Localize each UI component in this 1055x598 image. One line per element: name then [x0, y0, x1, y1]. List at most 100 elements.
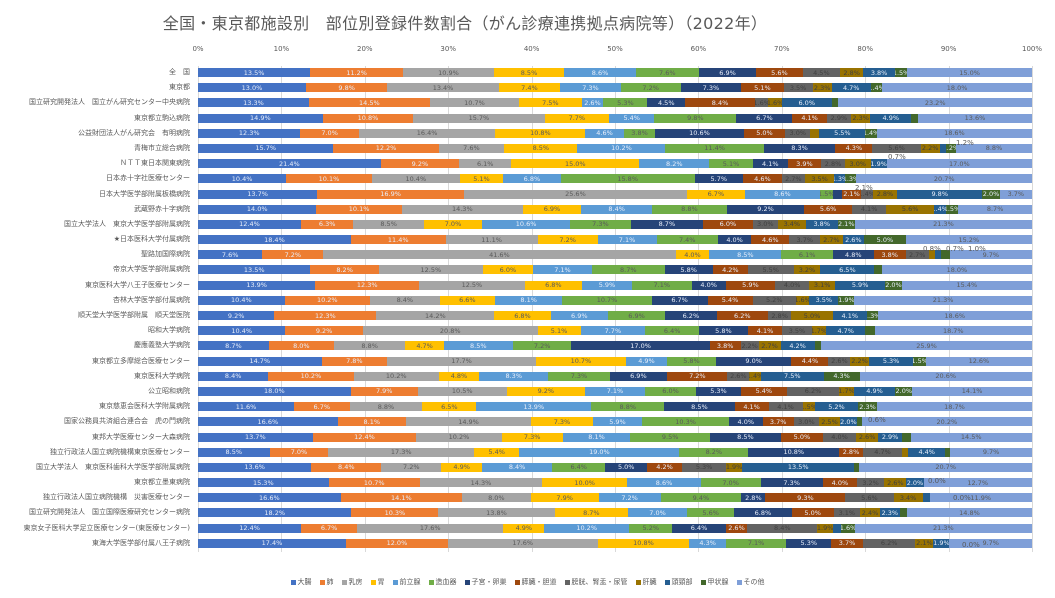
legend-item[interactable]: 前立腺	[392, 577, 421, 587]
legend-item[interactable]: 造血器	[428, 577, 457, 587]
bar-segment: 8.5%	[443, 341, 513, 351]
stacked-bar[interactable]: 18.2% 10.3% 13.8% 8.7% 7.0% 5.6% 6.8% 5.0% 3.1% 2…	[198, 508, 1032, 518]
bar-segment: 16.4%	[358, 128, 496, 138]
stacked-bar[interactable]: 17.4% 12.0% 17.6% 10.8% 4.3% 7.1% 5.3% 3.7% 6.2%…	[198, 538, 1032, 548]
bar-segment: 8.0%	[461, 493, 531, 503]
legend-label: 胃	[377, 578, 385, 586]
bar-segment: 4.3%	[689, 538, 726, 548]
bar-segment: 17.3%	[328, 447, 475, 457]
stacked-bar[interactable]: 14.9% 10.8% 15.7% 7.7% 5.4% 9.8% 6.7% 4.1% 2.9% 2…	[198, 113, 1032, 123]
stacked-bar[interactable]: 13.0% 9.8% 13.4% 7.4% 7.3% 7.2% 7.3% 5.1% 3.5% 2.…	[198, 83, 1032, 93]
bar-segment: 15.7%	[198, 143, 334, 153]
bar-segment: 11.2%	[310, 68, 404, 77]
stacked-bar[interactable]: 21.4% 9.2% 6.1% 15.0% 8.2% 5.1% 4.1% 3.9% 2.8% 3.…	[198, 159, 1032, 169]
bar-segment: 19.0%	[519, 447, 680, 457]
stacked-bar[interactable]: 10.4% 9.2% 20.8% 5.1% 7.7% 6.4% 5.8% 4.1% 3.5% 1.…	[198, 326, 1032, 336]
stacked-bar[interactable]: 8.7% 8.0% 8.8% 4.7% 8.5% 7.2% 17.0% 3.8% 2.2% 2.7…	[198, 341, 1032, 351]
legend-item[interactable]: 乳房	[341, 577, 363, 587]
legend-item[interactable]: 頭頸部	[664, 577, 693, 587]
stacked-bar[interactable]: 7.6% 7.2% 41.6% 4.0% 8.5% 6.1% 4.8% 3.8% 2.7% 9.7…	[198, 250, 1032, 260]
stacked-bar[interactable]: 10.4% 10.1% 10.4% 5.1% 6.8% 15.8% 5.7% 4.6% 2.7%…	[198, 174, 1032, 184]
bar-segment: 3.5%	[809, 295, 839, 305]
stacked-bar[interactable]: 13.9% 12.3% 12.5% 6.8% 5.9% 7.1% 4.0% 5.9% 4.0% 3…	[198, 280, 1032, 290]
legend-swatch-icon	[514, 579, 520, 585]
x-tick-label: 0%	[192, 45, 204, 53]
legend-item[interactable]: その他	[736, 577, 765, 587]
stacked-bar[interactable]: 12.4% 6.7% 17.6% 4.9% 10.2% 5.2% 6.4% 2.6% 8.4% 1…	[198, 523, 1032, 533]
stacked-bar[interactable]: 14.0% 10.1% 14.3% 6.9% 8.4% 8.8% 9.2% 5.6% 4.1% 5…	[198, 204, 1032, 214]
stacked-bar[interactable]: 13.7%16.9%25.6%6.7%8.6%1.5% 2.1%1.4%2.8%9…	[198, 189, 1032, 199]
bar-segment: 3.4%	[777, 219, 806, 229]
legend-item[interactable]: 膵臓・胆道	[514, 577, 557, 587]
legend-item[interactable]: 大腸	[290, 577, 312, 587]
stacked-bar[interactable]: 13.5% 11.2% 10.9% 8.5% 8.6% 7.6% 6.9% 5.6% 4.5% 2…	[198, 68, 1032, 77]
stacked-bar[interactable]: 15.3% 10.7% 14.3% 10.0% 8.6% 7.0% 7.3% 4.0% 3.2%…	[198, 478, 1032, 488]
stacked-bar[interactable]: 13.6% 8.4% 7.2% 4.9% 8.4% 6.4% 5.0% 4.2% 5.3% 1.9…	[198, 462, 1032, 472]
bar-segment: 1.3%	[845, 174, 857, 184]
bar-segment: 10.7%	[535, 356, 626, 366]
stacked-bar[interactable]: 16.6% 8.1% 14.9% 7.3% 5.9% 10.3% 4.0% 3.7% 3.0% 2…	[198, 417, 1032, 427]
bar-segment: 5.6%	[886, 204, 934, 214]
stacked-bar[interactable]: 16.6% 14.1% 8.0% 7.9% 7.2% 9.4% 2.8% 9.3% 5.6% 3.…	[198, 493, 1032, 503]
bar-segment: 18.7%	[877, 402, 1032, 412]
stacked-bar[interactable]: 8.5% 7.0% 17.3% 5.4% 19.0% 8.2% 10.8% 2.8% 4.7% 4…	[198, 447, 1032, 457]
bar-segment: 7.3%	[548, 371, 610, 381]
category-label: 杏林大学医学部付属病院	[113, 295, 190, 304]
legend-label: 膀胱、腎盂・尿管	[571, 578, 628, 586]
category-label: 東京都立駒込病院	[134, 113, 190, 122]
bar-segment: 8.4%	[685, 98, 756, 108]
legend-item[interactable]: 胃	[370, 577, 385, 587]
stacked-bar[interactable]: 8.4%10.2%10.2%4.8%8.3%7.3%6.9%7.2%2.6%1.…	[198, 371, 1032, 381]
bar-segment: 2.8%	[872, 189, 898, 199]
stacked-bar[interactable]: 15.7% 12.2% 7.6% 8.5% 10.2% 11.4% 8.3% 4.3% 5.6%…	[198, 143, 1032, 153]
bar-segment: 10.2%	[577, 143, 666, 153]
stacked-bar[interactable]: 13.3%14.5%10.7%7.5%2.6%5.3%4.5%8.4%1.6%1…	[198, 98, 1032, 108]
stacked-bar[interactable]: 9.2% 12.3% 14.2% 6.8% 6.9% 6.9% 6.2% 6.2% 2.8% 5.…	[198, 311, 1032, 320]
bar-segment: 6.2%	[786, 386, 840, 396]
bar-segment: 4.9%	[503, 523, 545, 533]
stacked-bar[interactable]: 18.4% 11.4% 11.1% 7.2% 7.1% 7.4% 4.0% 4.6% 3.7% 2…	[198, 235, 1032, 245]
chart-row: 東京医科大学病院 8.4% 10.2% 10.2% 4.8% 8.3% 7.3% 6.9% 7.…	[134, 371, 1032, 387]
bar-segment: 10.2%	[416, 432, 502, 442]
chart-row: 日本赤十字社医療センター 10.4% 10.1% 10.4% 5.1% 6.8% 15.8%…	[106, 174, 1032, 189]
bar-segment: 9.7%	[949, 250, 1032, 260]
stacked-bar[interactable]: 18.0% 7.9% 10.5% 9.2% 7.1% 6.0% 5.3% 5.4% 6.2% 1.…	[198, 386, 1032, 396]
stacked-bar[interactable]: 10.4% 10.2% 8.4% 6.6% 8.1% 10.7% 6.7% 5.4% 5.2% 1…	[198, 295, 1032, 305]
gridline	[531, 66, 533, 552]
bar-segment: 5.3%	[682, 462, 727, 472]
bar-segment: 5.5%	[819, 128, 866, 138]
bar-segment: 23.2%	[838, 98, 1032, 108]
bar-segment: 2.0%	[885, 280, 902, 290]
stacked-bar[interactable]: 12.3% 7.0% 16.4% 10.8% 4.6% 3.8% 10.6% 5.0% 3.0%…	[198, 128, 1032, 138]
bar-segment: 5.2%	[629, 523, 673, 533]
legend-item[interactable]: 膀胱、腎盂・尿管	[564, 577, 628, 587]
bar-segment: 3.0%	[793, 417, 819, 427]
bar-segment: 7.7%	[580, 326, 646, 336]
bar-segment: 12.4%	[198, 523, 302, 533]
legend-item[interactable]: 子宮・卵巣	[464, 577, 507, 587]
legend-item[interactable]: 肝臓	[635, 577, 657, 587]
legend-label: 肺	[326, 578, 334, 586]
bar-segment: 5.8%	[699, 326, 748, 336]
legend-swatch-icon	[700, 579, 706, 585]
bar-segment: 8.4%	[581, 204, 653, 214]
bar-segment: 3.2%	[856, 478, 885, 488]
bar-segment: 1.4%	[865, 128, 877, 138]
bar-segment: 6.7%	[301, 523, 357, 533]
bar-segment: 1.2%	[945, 143, 957, 153]
stacked-bar[interactable]: 14.7% 7.8% 17.7% 10.7% 4.9% 5.8% 9.0% 4.4% 2.6% 2…	[198, 356, 1032, 366]
bar-segment: 10.8%	[597, 538, 690, 548]
stacked-bar[interactable]: 13.5% 8.2% 12.5% 6.0% 7.1% 8.7% 5.8% 4.2% 5.5% 3.…	[198, 265, 1032, 275]
bar-segment: 3.5%	[782, 326, 812, 336]
stacked-bar[interactable]: 12.4% 6.3% 8.5% 7.0% 10.6% 7.3% 8.7% 6.0% 3.0% 3.…	[198, 219, 1032, 229]
stacked-bar[interactable]: 11.6% 6.7% 8.8% 6.5% 13.9% 8.8% 8.5% 4.1% 4.1% 1.…	[198, 402, 1032, 412]
category-label: ★日本医科大学付属病院	[113, 235, 190, 244]
bar-segment	[935, 250, 942, 260]
bar-segment: 5.4%	[740, 386, 787, 396]
bar-segment: 8.3%	[763, 143, 836, 153]
bar-segment	[874, 265, 882, 275]
bar-segment: 20.8%	[362, 326, 538, 336]
stacked-bar[interactable]: 13.7% 12.4% 10.2% 7.3% 8.1% 9.5% 8.5% 5.0% 4.0% 2…	[198, 432, 1032, 442]
legend-item[interactable]: 肺	[319, 577, 334, 587]
legend-item[interactable]: 甲状腺	[700, 577, 729, 587]
